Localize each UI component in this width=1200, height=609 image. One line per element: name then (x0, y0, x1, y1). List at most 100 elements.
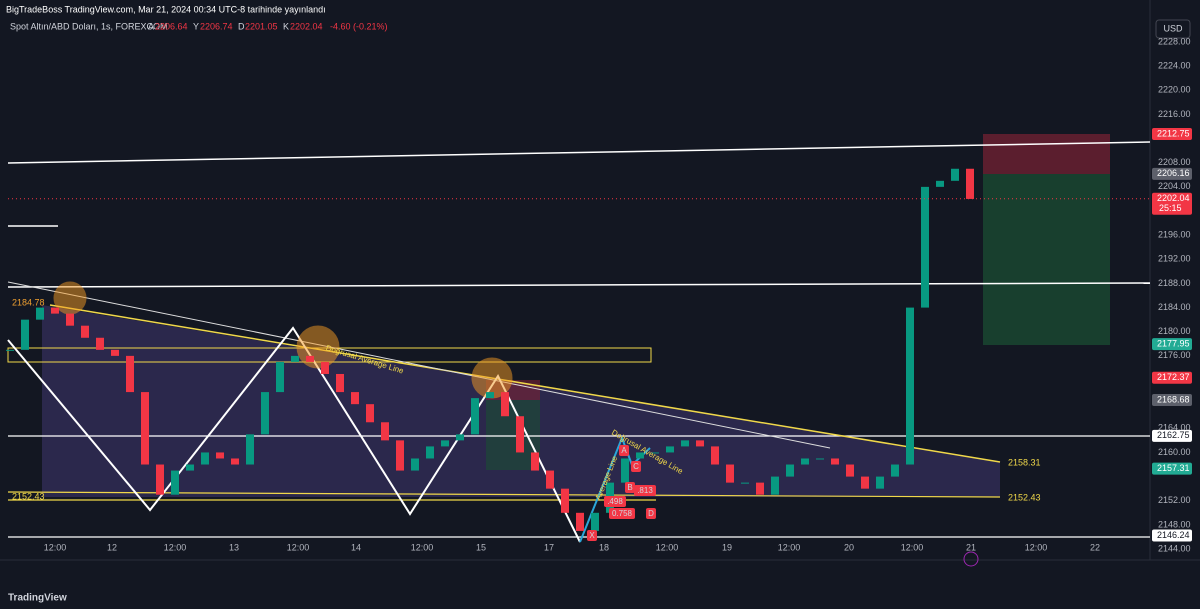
point-badge (631, 461, 641, 472)
candle (366, 404, 374, 423)
candle (441, 440, 449, 447)
countdown: 25:15 (1159, 203, 1182, 213)
candle (876, 476, 884, 489)
candle (321, 361, 329, 374)
price-tag (1152, 394, 1192, 407)
candle (576, 512, 584, 531)
price-tick-label: 2208.00 (1158, 157, 1191, 167)
candle (861, 476, 869, 489)
price-tick-label: 2180.00 (1158, 326, 1191, 336)
symbol: Spot Altın/ABD Doları, 1s, FOREXCOM (10, 21, 168, 31)
candle (726, 464, 734, 483)
candle (411, 458, 419, 471)
ratio-badge (604, 496, 626, 507)
price-tick-label: 2148.00 (1158, 519, 1191, 529)
candles (6, 168, 974, 531)
price-tick-label: 2204.00 (1158, 181, 1191, 191)
time-label: 12:00 (1025, 542, 1048, 552)
candle (636, 452, 644, 459)
candle (246, 434, 254, 465)
candle (156, 464, 164, 495)
point-badge (587, 530, 597, 541)
change: -4.60 (-0.21%) (330, 21, 388, 31)
point-label: A (621, 446, 627, 455)
price-tick-label: 2176.00 (1158, 350, 1191, 360)
candle (81, 325, 89, 338)
target-zone (983, 174, 1110, 345)
point-label: X (589, 531, 595, 540)
currency[interactable]: USD (1163, 23, 1183, 33)
candle (201, 452, 209, 465)
point-label: D (648, 509, 654, 518)
time-label: 12:00 (411, 542, 434, 552)
point-label: B (627, 483, 632, 492)
trend-line (7, 282, 1151, 288)
ohlc-key: A (148, 21, 154, 31)
time-label: 12:00 (901, 542, 924, 552)
candle (831, 458, 839, 465)
candle (531, 452, 539, 471)
price-tag (1152, 192, 1192, 215)
price-tick-label: 2196.00 (1158, 230, 1191, 240)
price-tick-label: 2192.00 (1158, 254, 1191, 264)
level-label: 2152.43 (1008, 492, 1041, 502)
candle (681, 440, 689, 447)
point-badge (625, 482, 635, 493)
price-tag (1152, 338, 1192, 351)
highlight-circle (471, 357, 513, 399)
brand: TradingView (8, 593, 67, 604)
point-badge (619, 445, 629, 456)
candle (591, 512, 599, 531)
price-tag (1152, 167, 1192, 180)
candle (66, 313, 74, 326)
price-tag-label: 2172.37 (1157, 372, 1190, 382)
price-tag (1152, 128, 1192, 141)
axes: 2228.00 2224.00 2220.00 2216.00 2208.00 2204.… (8, 36, 1192, 553)
price-tick-label: 2188.00 (1158, 278, 1191, 288)
resistance-line (49, 304, 1001, 463)
level-label: 2152.43 (12, 491, 45, 501)
ratio-label: 0.758 (612, 509, 633, 518)
ratio-label: .498 (607, 497, 623, 506)
time-label: 13 (229, 542, 239, 552)
level-label: 2158.31 (1008, 457, 1041, 467)
published-note: BigTradeBoss TradingView.com, Mar 21, 20… (6, 4, 326, 14)
price-tag (1152, 429, 1192, 442)
candle (276, 361, 284, 393)
price-tick-label: 2184.00 (1158, 302, 1191, 312)
ohlc-value: 2206.74 (200, 21, 233, 31)
candle (756, 482, 764, 495)
candle (186, 464, 194, 471)
time-label: 12:00 (287, 542, 310, 552)
trend-line (7, 141, 1151, 164)
candle (141, 392, 149, 465)
candle (96, 337, 104, 350)
time-label: 12:00 (778, 542, 801, 552)
candle (231, 458, 239, 465)
time-label: 14 (351, 542, 361, 552)
candle (621, 458, 629, 483)
ohlc-key: K (283, 21, 289, 31)
time-label: 17 (544, 542, 554, 552)
candle (426, 446, 434, 459)
price-tag (1152, 371, 1192, 384)
stop-zone (983, 134, 1110, 174)
ohlc: A 2206.64 Y 2206.74 D 2201.05 K 2202.04 -4.60 (-… (148, 21, 388, 31)
candle (351, 392, 359, 405)
candle (546, 470, 554, 489)
point-badge (646, 508, 656, 519)
alert-icon[interactable] (963, 551, 979, 567)
time-label: 22 (1090, 542, 1100, 552)
currency-button[interactable] (1155, 19, 1191, 39)
price-tag-label: 2157.31 (1157, 463, 1190, 473)
ohlc-key: D (238, 21, 245, 31)
price-tag-label: 2177.95 (1157, 338, 1190, 348)
candle (501, 392, 509, 417)
candle (696, 440, 704, 447)
ohlc-value: 2206.64 (155, 21, 188, 31)
candle (666, 446, 674, 453)
price-tick-label: 2164.00 (1158, 423, 1191, 433)
price-tick-label: 2216.00 (1158, 109, 1191, 119)
time-label: 20 (844, 542, 854, 552)
